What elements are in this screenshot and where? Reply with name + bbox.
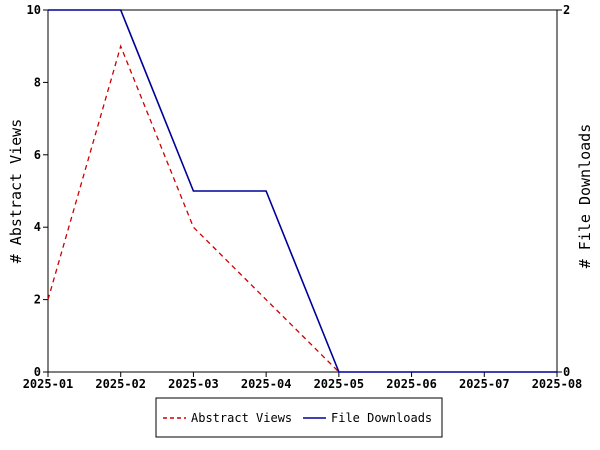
x-tick-label: 2025-02 xyxy=(95,377,146,391)
axes: 2025-01 2025-02 2025-03 2025-04 2025-05 2025-… xyxy=(23,3,583,391)
plot-frame xyxy=(47,9,558,373)
legend: Abstract Views File Downloads xyxy=(155,397,443,438)
legend-box xyxy=(155,397,443,438)
x-tick-label: 2025-07 xyxy=(459,377,510,391)
right-axis-title: # File Downloads xyxy=(576,124,594,269)
y-left-tick-label: 8 xyxy=(34,75,41,89)
x-tick-label: 2025-05 xyxy=(314,377,365,391)
legend-label-abstract-views: Abstract Views xyxy=(191,411,292,425)
legend-label-file-downloads: File Downloads xyxy=(331,411,432,425)
x-tick-label: 2025-01 xyxy=(23,377,74,391)
y-left-tick-label: 4 xyxy=(34,220,41,234)
y-left-tick-label: 2 xyxy=(34,293,41,307)
x-tick-label: 2025-03 xyxy=(168,377,219,391)
y-right-tick-label: 2 xyxy=(563,3,570,17)
y-right-tick-label: 0 xyxy=(563,365,570,379)
series-layer xyxy=(47,9,557,373)
series-line-abstract-views xyxy=(47,44,340,373)
x-tick-label: 2025-04 xyxy=(241,377,292,391)
left-axis-title: # Abstract Views xyxy=(7,119,25,264)
x-tick-label: 2025-08 xyxy=(532,377,583,391)
x-tick-label: 2025-06 xyxy=(386,377,437,391)
y-left-tick-label: 10 xyxy=(27,3,41,17)
y-left-tick-label: 0 xyxy=(34,365,41,379)
series-line-file-downloads xyxy=(48,9,557,373)
y-left-tick-label: 6 xyxy=(34,148,41,162)
